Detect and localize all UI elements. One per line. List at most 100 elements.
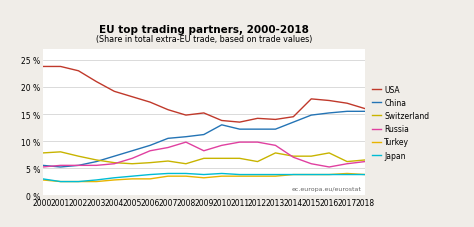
Russia — [326, 166, 332, 169]
Russia — [291, 156, 296, 159]
USA — [183, 114, 189, 117]
USA — [58, 66, 64, 69]
China — [40, 164, 46, 167]
Russia — [111, 163, 117, 165]
Turkey — [147, 178, 153, 180]
Switzerland — [93, 159, 99, 162]
Turkey — [129, 178, 135, 180]
Switzerland — [201, 157, 207, 160]
China — [93, 160, 99, 163]
Russia — [255, 141, 260, 144]
Russia — [219, 144, 225, 147]
Japan — [129, 175, 135, 178]
Switzerland — [219, 157, 225, 160]
USA — [93, 81, 99, 84]
Japan — [58, 180, 64, 183]
Russia — [76, 164, 82, 167]
Switzerland — [291, 155, 296, 158]
China — [219, 124, 225, 127]
Japan — [326, 173, 332, 176]
Russia — [344, 163, 350, 165]
USA — [219, 120, 225, 122]
Japan — [76, 180, 82, 183]
USA — [237, 121, 243, 124]
China — [147, 144, 153, 147]
Line: Japan: Japan — [43, 174, 365, 182]
USA — [40, 66, 46, 69]
Japan — [309, 173, 314, 176]
USA — [273, 118, 278, 121]
Line: Switzerland: Switzerland — [43, 152, 365, 164]
Line: Turkey: Turkey — [43, 174, 365, 182]
USA — [362, 108, 368, 111]
China — [129, 150, 135, 153]
Turkey — [344, 172, 350, 175]
Turkey — [309, 173, 314, 176]
Switzerland — [326, 152, 332, 155]
Japan — [40, 178, 46, 180]
Turkey — [93, 180, 99, 183]
China — [183, 136, 189, 138]
Text: (Share in total extra-EU trade, based on trade values): (Share in total extra-EU trade, based on… — [96, 35, 312, 44]
USA — [309, 98, 314, 101]
Japan — [201, 173, 207, 176]
Russia — [129, 157, 135, 160]
China — [362, 111, 368, 113]
Switzerland — [76, 155, 82, 158]
Russia — [237, 141, 243, 144]
Turkey — [219, 175, 225, 178]
Japan — [219, 172, 225, 175]
USA — [76, 70, 82, 73]
Legend: USA, China, Switzerland, Russia, Turkey, Japan: USA, China, Switzerland, Russia, Turkey,… — [372, 85, 429, 160]
Japan — [255, 173, 260, 176]
China — [291, 121, 296, 124]
Turkey — [183, 175, 189, 178]
Russia — [58, 164, 64, 167]
Turkey — [201, 177, 207, 179]
China — [165, 137, 171, 140]
Turkey — [255, 175, 260, 178]
China — [309, 114, 314, 117]
Switzerland — [255, 160, 260, 163]
Turkey — [291, 173, 296, 176]
China — [201, 134, 207, 136]
Turkey — [273, 175, 278, 178]
Turkey — [165, 175, 171, 178]
Turkey — [76, 180, 82, 183]
Japan — [111, 177, 117, 179]
Japan — [291, 173, 296, 176]
Russia — [165, 146, 171, 149]
USA — [111, 91, 117, 93]
China — [58, 166, 64, 169]
China — [326, 112, 332, 115]
USA — [129, 96, 135, 99]
USA — [291, 116, 296, 118]
Line: Russia: Russia — [43, 143, 365, 167]
China — [273, 128, 278, 131]
USA — [344, 102, 350, 105]
Switzerland — [129, 163, 135, 165]
USA — [147, 101, 153, 104]
Russia — [309, 163, 314, 165]
Switzerland — [273, 152, 278, 155]
Switzerland — [309, 155, 314, 158]
USA — [165, 109, 171, 111]
Japan — [183, 172, 189, 175]
Russia — [40, 166, 46, 169]
Russia — [273, 144, 278, 147]
Russia — [362, 160, 368, 163]
Turkey — [326, 173, 332, 176]
Switzerland — [40, 152, 46, 155]
China — [237, 128, 243, 131]
Russia — [201, 150, 207, 153]
Switzerland — [165, 160, 171, 163]
China — [344, 111, 350, 113]
Switzerland — [183, 163, 189, 165]
Japan — [147, 173, 153, 176]
Japan — [362, 173, 368, 176]
Turkey — [58, 180, 64, 183]
Russia — [93, 164, 99, 167]
Line: China: China — [43, 112, 365, 167]
Japan — [237, 173, 243, 176]
China — [255, 128, 260, 131]
